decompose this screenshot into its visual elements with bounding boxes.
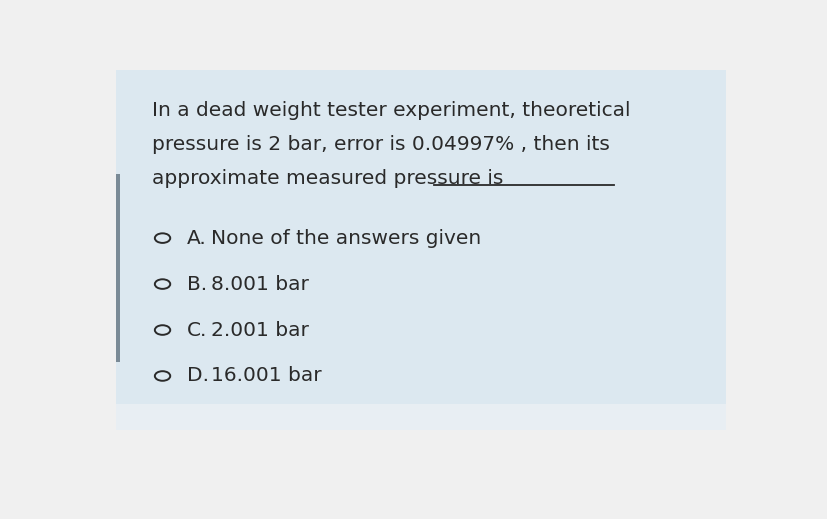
Text: B.: B. (187, 275, 207, 294)
Text: 8.001 bar: 8.001 bar (211, 275, 308, 294)
FancyBboxPatch shape (116, 70, 725, 430)
Text: approximate measured pressure is: approximate measured pressure is (151, 169, 509, 188)
Text: None of the answers given: None of the answers given (211, 228, 481, 248)
Text: 16.001 bar: 16.001 bar (211, 366, 322, 386)
FancyBboxPatch shape (116, 404, 725, 430)
Text: C.: C. (187, 321, 207, 339)
Text: pressure is 2 bar, error is 0.04997% , then its: pressure is 2 bar, error is 0.04997% , t… (151, 135, 609, 154)
FancyBboxPatch shape (116, 174, 120, 362)
Text: A.: A. (187, 228, 207, 248)
Text: In a dead weight tester experiment, theoretical: In a dead weight tester experiment, theo… (151, 101, 629, 120)
Text: D.: D. (187, 366, 208, 386)
Text: 2.001 bar: 2.001 bar (211, 321, 308, 339)
